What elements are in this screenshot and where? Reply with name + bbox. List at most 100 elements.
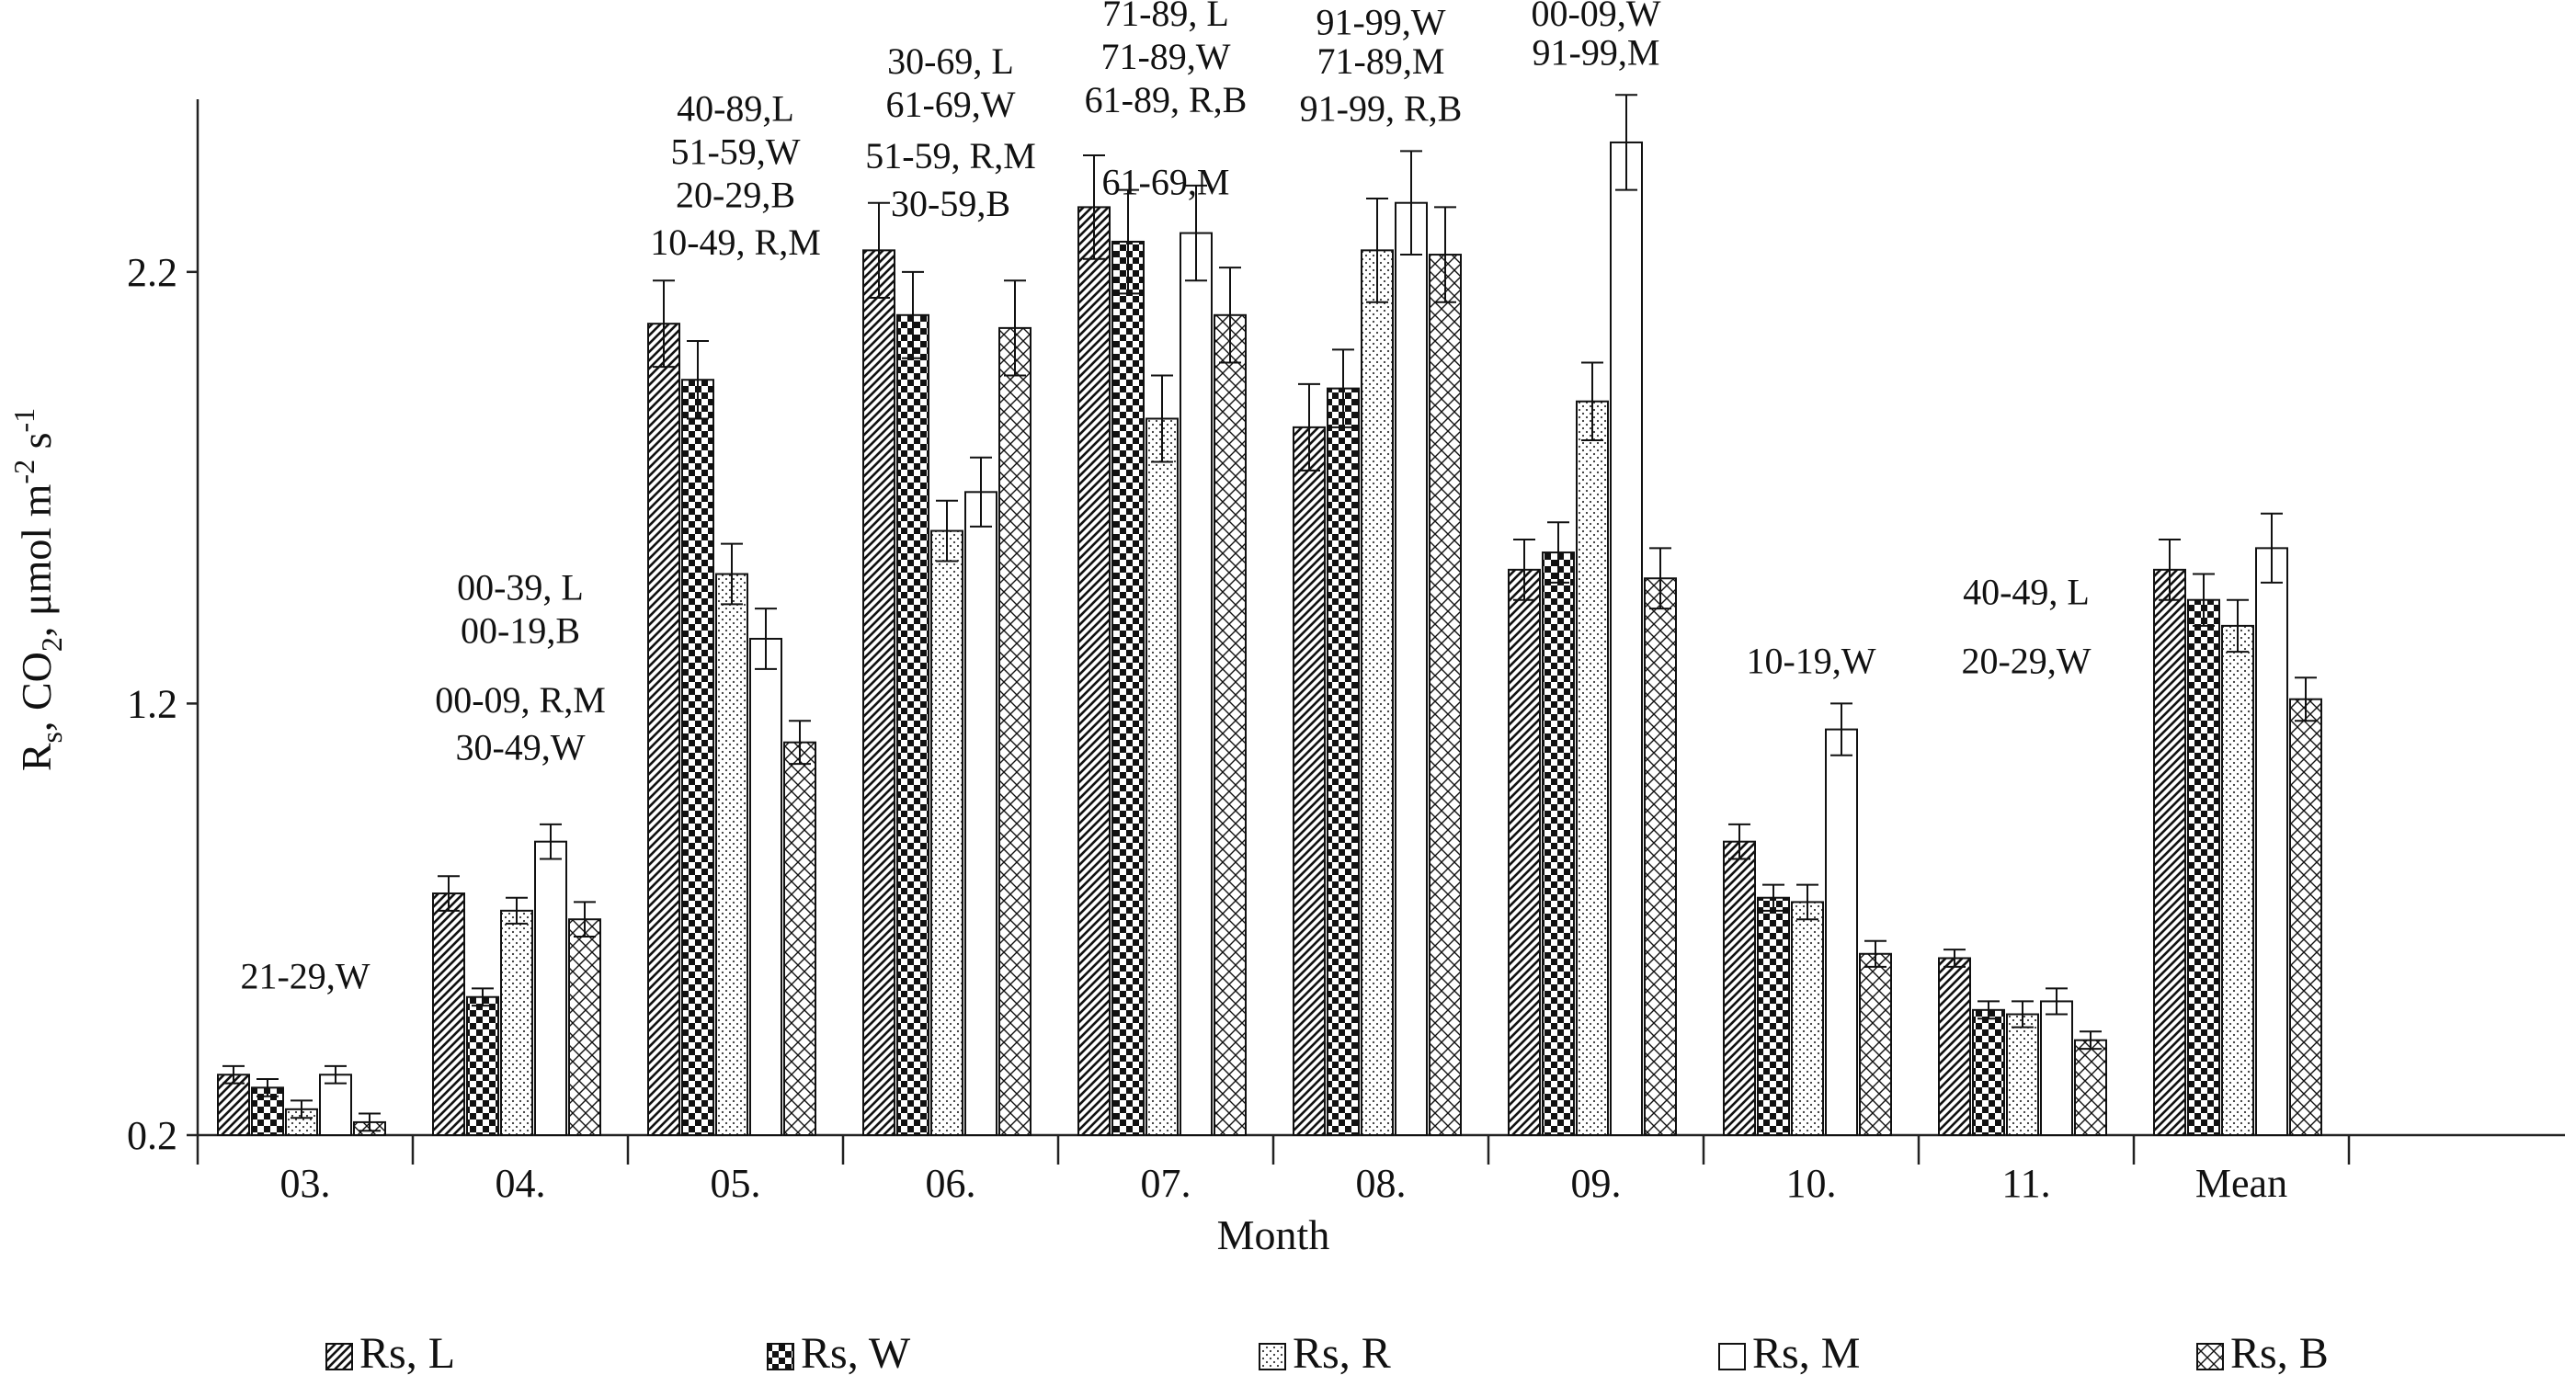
bar-rsw-9 — [2187, 598, 2220, 1136]
bar-rsm-7 — [1825, 728, 1858, 1136]
legend-swatch — [325, 1343, 353, 1370]
x-tick-label: 04. — [496, 1161, 546, 1206]
annotation-label: 61-69,M — [1102, 161, 1230, 202]
x-tick-label: 03. — [280, 1161, 331, 1206]
annotation-label: 00-09,W — [1531, 0, 1660, 34]
annotation-label: 71-89,M — [1317, 40, 1445, 82]
annotation-label: 40-89,L — [677, 87, 794, 129]
error-bar — [687, 339, 709, 420]
bar-rsl-6 — [1508, 568, 1541, 1136]
error-bar — [540, 823, 562, 860]
legend-label: Rs, L — [359, 1329, 455, 1378]
bar-rsw-5 — [1327, 387, 1360, 1136]
error-bar — [574, 901, 596, 938]
bar-rsb-1 — [568, 918, 601, 1136]
bar-rsb-9 — [2289, 698, 2322, 1136]
annotation-label: 51-59,W — [670, 131, 800, 172]
annotation-label: 40-49, L — [1963, 571, 2090, 612]
bar-rsr-3 — [930, 529, 963, 1136]
error-bar — [1581, 361, 1603, 441]
error-bar — [1728, 823, 1750, 860]
error-bar — [2193, 573, 2215, 627]
error-bar — [1796, 883, 1818, 921]
bar-rsm-4 — [1180, 232, 1213, 1136]
legend-swatch — [767, 1343, 794, 1370]
error-bar — [438, 875, 460, 912]
error-bar — [1547, 521, 1569, 584]
error-bar — [1864, 939, 1886, 968]
bar-rsm-2 — [749, 637, 782, 1136]
error-bar — [472, 987, 494, 1007]
bar-rsr-9 — [2221, 624, 2254, 1136]
bar-rsr-5 — [1361, 249, 1394, 1136]
x-axis-title: Month — [1217, 1211, 1330, 1258]
annotation-label: 71-89, L — [1102, 0, 1229, 34]
annotation-label: 20-29,W — [1961, 641, 2091, 682]
x-tick-label: 07. — [1141, 1161, 1191, 1206]
error-bar — [2046, 987, 2068, 1016]
bar-rsb-2 — [783, 741, 816, 1136]
error-bar — [359, 1112, 381, 1132]
legend-label: Rs, R — [1293, 1329, 1391, 1378]
error-bar — [1083, 154, 1105, 260]
bar-rsb-6 — [1644, 577, 1677, 1136]
bar-rsm-5 — [1395, 201, 1428, 1136]
error-bar — [2080, 1030, 2102, 1051]
error-bar — [721, 542, 743, 606]
bar-rsb-8 — [2074, 1039, 2107, 1136]
y-tick-label: 2.2 — [127, 250, 177, 295]
error-bar — [1366, 198, 1388, 303]
error-bar — [1332, 348, 1354, 428]
legend-label: Rs, W — [801, 1329, 911, 1378]
annotation-label: 30-49,W — [455, 726, 585, 767]
bar-area — [217, 94, 2322, 1137]
error-bar — [789, 720, 811, 766]
annotation-label: 00-39, L — [457, 567, 584, 608]
legend-label: Rs, M — [1752, 1329, 1860, 1378]
bar-rsw-7 — [1757, 896, 1790, 1137]
error-bar — [1298, 382, 1320, 472]
y-axis-title-text: Rs, CO2, μmol m-2 s-1 — [7, 408, 68, 771]
y-axis: 0.2 1.2 2.2 — [127, 99, 199, 1158]
legend-label: Rs, B — [2230, 1329, 2329, 1378]
error-bar — [1219, 267, 1241, 364]
annotation-label: 61-89, R,B — [1085, 79, 1248, 120]
error-bar — [1615, 94, 1637, 191]
annotation-label: 21-29,W — [240, 955, 370, 996]
annotation-label: 20-29,B — [676, 174, 795, 215]
bar-rsm-0 — [319, 1074, 352, 1136]
bar-rsl-9 — [2153, 568, 2186, 1136]
annotation-label: 00-09, R,M — [435, 679, 606, 721]
bar-rsm-9 — [2255, 547, 2288, 1136]
annotation-label: 91-99, R,B — [1300, 87, 1463, 129]
x-tick-label: 09. — [1571, 1161, 1622, 1206]
x-tick-label: 08. — [1356, 1161, 1407, 1206]
error-bar — [1185, 184, 1207, 282]
annotation-label: 51-59, R,M — [865, 135, 1036, 176]
bar-rsl-2 — [647, 323, 680, 1136]
error-bar — [1830, 702, 1852, 756]
bar-rsb-4 — [1214, 313, 1247, 1136]
annotation-label: 00-19,B — [461, 610, 580, 652]
legend: Rs, L Rs, W Rs, R Rs, M Rs, B — [325, 1329, 2329, 1378]
bar-rsw-3 — [896, 313, 929, 1136]
error-bar — [653, 279, 675, 369]
bar-rsm-6 — [1610, 141, 1643, 1136]
error-bar — [936, 499, 958, 563]
annotation-label: 10-19,W — [1746, 641, 1875, 682]
error-bar — [1649, 547, 1671, 610]
annotation-label: 30-59,B — [891, 183, 1010, 224]
legend-swatch — [2196, 1343, 2224, 1370]
annotation-label: 91-99,M — [1533, 31, 1660, 73]
bar-rsl-1 — [432, 892, 465, 1136]
x-tick-label: 11. — [2001, 1161, 2050, 1206]
annotation-label: 10-49, R,M — [650, 222, 821, 263]
error-bar — [1513, 538, 1535, 601]
x-axis: 03. 04. 05. 06. 07. 08. 09. 10. 11. Mean — [196, 1133, 2565, 1206]
annotations: 21-29,W 00-39, L00-19,B 00-09, R,M 30-49,W 4… — [240, 0, 2091, 996]
bar-rsm-3 — [964, 491, 997, 1136]
error-bar — [868, 201, 890, 300]
x-tick-label: Mean — [2195, 1161, 2287, 1206]
error-bar — [1978, 1000, 2000, 1020]
bar-rsl-4 — [1077, 206, 1111, 1137]
